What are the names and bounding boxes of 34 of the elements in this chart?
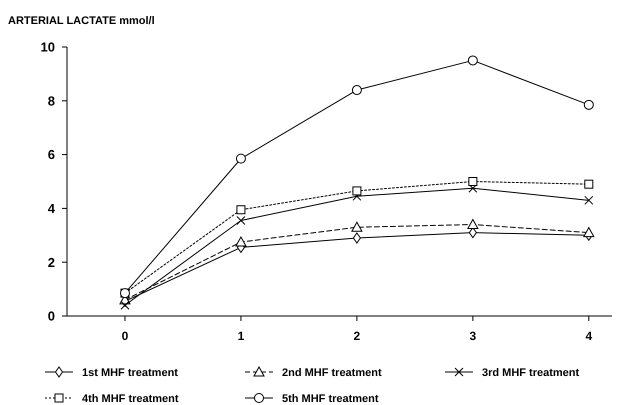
y-tick-label: 2 <box>48 254 55 270</box>
point <box>235 236 246 247</box>
point <box>352 85 362 96</box>
y-tick-label: 4 <box>48 200 56 216</box>
x-tick-label: 1 <box>238 329 245 343</box>
point <box>468 184 478 193</box>
point <box>468 177 478 186</box>
x-tick-label: 2 <box>354 329 361 343</box>
point <box>352 186 362 196</box>
legend-label: 1st MHF treatment <box>82 366 178 379</box>
point <box>236 154 246 164</box>
legend-label: 5th MHF treatment <box>282 392 379 405</box>
point <box>583 227 594 238</box>
point <box>236 205 246 214</box>
point <box>351 222 362 232</box>
y-tick-label: 6 <box>48 147 55 162</box>
y-tick-label: 0 <box>48 308 55 324</box>
point <box>584 196 594 205</box>
point <box>236 216 246 226</box>
x-tick-label: 3 <box>470 329 477 343</box>
y-axis-title: ARTERIAL LACTATE mmol/l <box>8 15 155 27</box>
point <box>352 232 361 244</box>
legend-label: 3rd MHF treatment <box>482 366 580 379</box>
x-tick-label: 0 <box>122 329 129 343</box>
point <box>467 219 478 230</box>
point <box>120 300 130 310</box>
legend-label: 2nd MHF treatment <box>282 366 382 379</box>
y-tick-label: 10 <box>40 40 55 55</box>
x-tick-label: 4 <box>585 329 592 343</box>
point <box>468 55 478 66</box>
point <box>584 180 594 189</box>
y-tick-label: 8 <box>48 93 55 108</box>
legend-label: 4th MHF treatment <box>82 392 179 405</box>
point <box>584 100 594 110</box>
